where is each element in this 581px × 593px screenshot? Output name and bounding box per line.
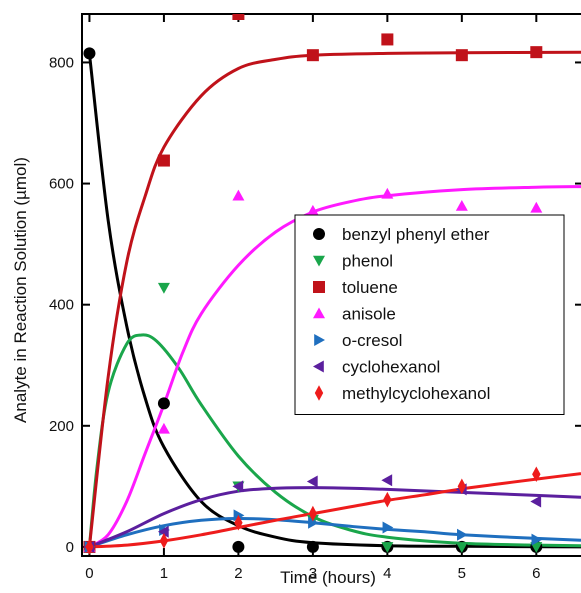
legend-marker-cyclohexanol [313,360,324,373]
data-points [83,14,543,555]
data-point-anisole [530,201,543,213]
data-point-cyclohexanol [306,475,318,488]
fit-curve-anisole [88,185,581,549]
axes: 0 1 2 3 4 5 6 0 200 400 600 800 [49,13,581,582]
legend-marker-toluene [313,281,325,293]
data-point-cyclohexanol [157,525,169,538]
data-point-benzyl-phenyl-ether [232,540,245,553]
legend-label-cyclohexanol: cyclohexanol [342,358,440,377]
data-point-methylcyclohexanol [383,491,392,508]
x-tick-label: 2 [234,565,242,582]
x-tick-label: 3 [309,565,317,582]
data-point-methylcyclohexanol [159,533,169,549]
y-tick-label: 600 [49,176,74,193]
data-point-methylcyclohexanol [308,505,318,522]
fit-curve-toluene [87,50,581,548]
legend-marker-phenol [313,255,325,267]
legend-label-anisole: anisole [342,305,396,324]
legend-box [294,214,565,415]
data-point-benzyl-phenyl-ether [157,397,170,410]
legend-label-benzyl-phenyl-ether: benzyl phenyl ether [342,225,490,244]
data-point-o-cresol [531,533,543,546]
data-point-cyclohexanol [530,495,542,508]
y-tick-label: 200 [49,418,74,435]
data-point-toluene [381,33,394,46]
legend-label-methylcyclohexanol: methylcyclohexanol [342,384,490,403]
data-point-o-cresol [457,528,468,541]
data-point-phenol [530,542,543,553]
data-point-cyclohexanol [232,480,244,493]
data-point-cyclohexanol [381,474,393,487]
data-point-methylcyclohexanol [532,466,541,483]
x-axis-title: Time (hours) [280,568,376,587]
legend-marker-o-cresol [314,334,325,346]
data-point-methylcyclohexanol [457,478,467,495]
legend: benzyl phenyl ether phenol toluene anisole o… [294,214,565,415]
legend-label-toluene: toluene [342,278,398,297]
data-point-anisole [157,422,170,434]
legend-label-phenol: phenol [342,252,393,271]
data-point-anisole [455,199,468,211]
x-tick-label: 1 [160,565,168,582]
legend-label-o-cresol: o-cresol [342,331,402,350]
fit-curve-benzyl-phenyl-ether [87,53,581,549]
y-tick-label: 0 [66,539,74,556]
data-point-o-cresol [308,516,319,529]
legend-marker-benzyl-phenyl-ether [313,228,325,240]
data-point-anisole [306,204,319,216]
plot-frame [81,13,581,557]
data-point-phenol [381,542,394,553]
data-point-benzyl-phenyl-ether [83,47,96,60]
data-point-anisole [232,189,245,201]
fit-curve-phenol [87,333,581,548]
data-point-toluene [232,14,245,20]
data-point-toluene [157,154,170,167]
data-point-toluene [306,49,319,62]
data-point-toluene [530,46,543,59]
y-axis-title: Analyte in Reaction Solution (µmol) [11,157,30,423]
data-point-o-cresol [233,509,245,522]
x-tick-label: 0 [85,565,93,582]
y-tick-label: 400 [49,297,74,314]
data-point-phenol [455,542,468,553]
legend-marker-methylcyclohexanol [314,385,324,401]
data-point-anisole [381,187,394,199]
data-point-o-cresol [382,521,394,534]
fit-curve-cyclohexanol [88,486,581,549]
y-tick-label: 800 [49,54,74,71]
legend-marker-anisole [313,307,325,319]
x-tick-label: 6 [532,565,540,582]
data-point-benzyl-phenyl-ether [306,540,319,553]
x-tick-label: 5 [458,565,466,582]
data-point-phenol [157,282,170,294]
x-tick-label: 4 [383,565,391,582]
data-point-methylcyclohexanol [85,539,94,555]
data-point-toluene [455,49,468,62]
data-point-methylcyclohexanol [234,514,243,531]
